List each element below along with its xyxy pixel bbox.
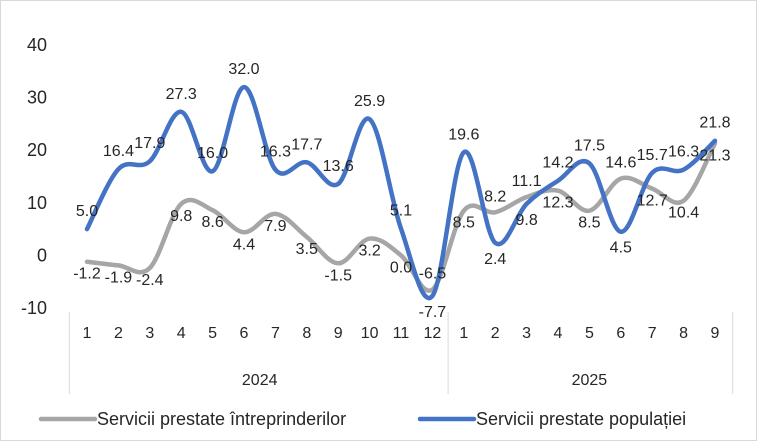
data-label-enterprises: 4.4: [233, 236, 255, 253]
data-label-population: 17.5: [574, 137, 605, 154]
legend-label-enterprises: Servicii prestate întreprinderilor: [97, 409, 346, 429]
x-tick-label: 1: [83, 325, 92, 342]
data-label-population: 15.7: [637, 147, 668, 164]
x-tick-label: 7: [271, 325, 280, 342]
x-tick-label: 4: [177, 325, 186, 342]
x-tick-label: 12: [424, 325, 442, 342]
data-label-enterprises: -1.2: [73, 266, 101, 283]
data-label-population: 9.8: [515, 212, 537, 229]
data-label-population: 32.0: [228, 61, 259, 78]
data-label-enterprises: 0.0: [390, 259, 412, 276]
data-label-population: 16.3: [668, 144, 699, 161]
x-tick-label: 1: [459, 325, 468, 342]
data-label-enterprises: 7.9: [264, 218, 286, 235]
data-label-enterprises: 8.5: [453, 215, 475, 232]
x-tick-label: 9: [711, 325, 720, 342]
x-group-label-2024: 2024: [242, 372, 278, 389]
data-label-enterprises: 12.7: [637, 193, 668, 210]
x-tick-label: 10: [361, 325, 379, 342]
series-layer: [84, 84, 718, 301]
data-label-population: 17.9: [134, 135, 165, 152]
data-label-enterprises: 9.8: [170, 208, 192, 225]
data-label-enterprises: 8.5: [578, 215, 600, 232]
y-tick-label: 30: [27, 88, 47, 108]
x-tick-label: 2: [114, 325, 123, 342]
data-label-population: 16.4: [103, 143, 134, 160]
data-label-population: 4.5: [610, 240, 632, 257]
y-tick-label: 0: [37, 245, 47, 265]
data-label-enterprises: -6.5: [419, 266, 447, 283]
y-tick-label: -10: [21, 298, 47, 318]
y-tick-label: 40: [27, 35, 47, 55]
legend-label-population: Servicii prestate populației: [476, 409, 686, 429]
data-labels-layer: -1.2 -1.9 -2.4 9.8 8.6 4.4 7.9 3.5 -1.5 3.2 0.0 -6.…: [73, 61, 730, 321]
data-label-enterprises: 3.5: [296, 241, 318, 258]
data-label-population: 16.3: [260, 144, 291, 161]
x-group-label-2025: 2025: [572, 372, 608, 389]
data-label-enterprises: 11.1: [512, 173, 542, 190]
x-tick-label: 5: [585, 325, 594, 342]
data-label-enterprises: -1.5: [324, 267, 352, 284]
x-tick-label: 3: [145, 325, 154, 342]
data-label-population: 25.9: [354, 93, 385, 110]
data-label-enterprises: -2.4: [136, 272, 164, 289]
data-label-population: 14.2: [542, 155, 573, 172]
data-label-population: 5.0: [76, 203, 98, 220]
x-tick-label: 6: [616, 325, 625, 342]
data-label-population: 17.7: [291, 136, 322, 153]
x-tick-label: 2: [491, 325, 500, 342]
x-tick-label: 9: [334, 325, 343, 342]
data-label-enterprises: 14.6: [605, 155, 636, 172]
x-tick-label: 6: [240, 325, 249, 342]
data-label-population: 13.6: [323, 158, 354, 175]
x-tick-label: 8: [679, 325, 688, 342]
x-tick-label: 4: [554, 325, 563, 342]
data-label-population: 19.6: [448, 126, 479, 143]
data-label-enterprises: 8.2: [484, 188, 506, 205]
x-tick-label: 3: [522, 325, 531, 342]
x-tick-label: 8: [302, 325, 311, 342]
x-tick-label: 5: [208, 325, 217, 342]
data-label-population: -7.7: [419, 304, 447, 321]
data-label-population: 2.4: [484, 251, 506, 268]
series-line-enterprises: [84, 141, 718, 293]
x-tick-label: 7: [648, 325, 657, 342]
data-label-population: 27.3: [166, 86, 197, 103]
data-label-population: 5.1: [390, 203, 412, 220]
y-tick-label: 10: [27, 193, 47, 213]
data-label-enterprises: -1.9: [105, 269, 133, 286]
x-tick-label: 11: [393, 325, 410, 342]
y-tick-label: 20: [27, 140, 47, 160]
data-label-enterprises: 10.4: [668, 205, 699, 222]
series-line-population: [84, 84, 718, 301]
data-label-enterprises: 8.6: [201, 214, 223, 231]
data-label-enterprises: 21.3: [699, 147, 730, 164]
data-label-enterprises: 3.2: [358, 243, 380, 260]
legend: Servicii prestate întreprinderilor Servic…: [38, 409, 686, 429]
data-label-enterprises: 12.3: [542, 195, 573, 212]
data-label-population: 21.8: [699, 115, 730, 132]
data-label-population: 16.0: [197, 145, 228, 162]
